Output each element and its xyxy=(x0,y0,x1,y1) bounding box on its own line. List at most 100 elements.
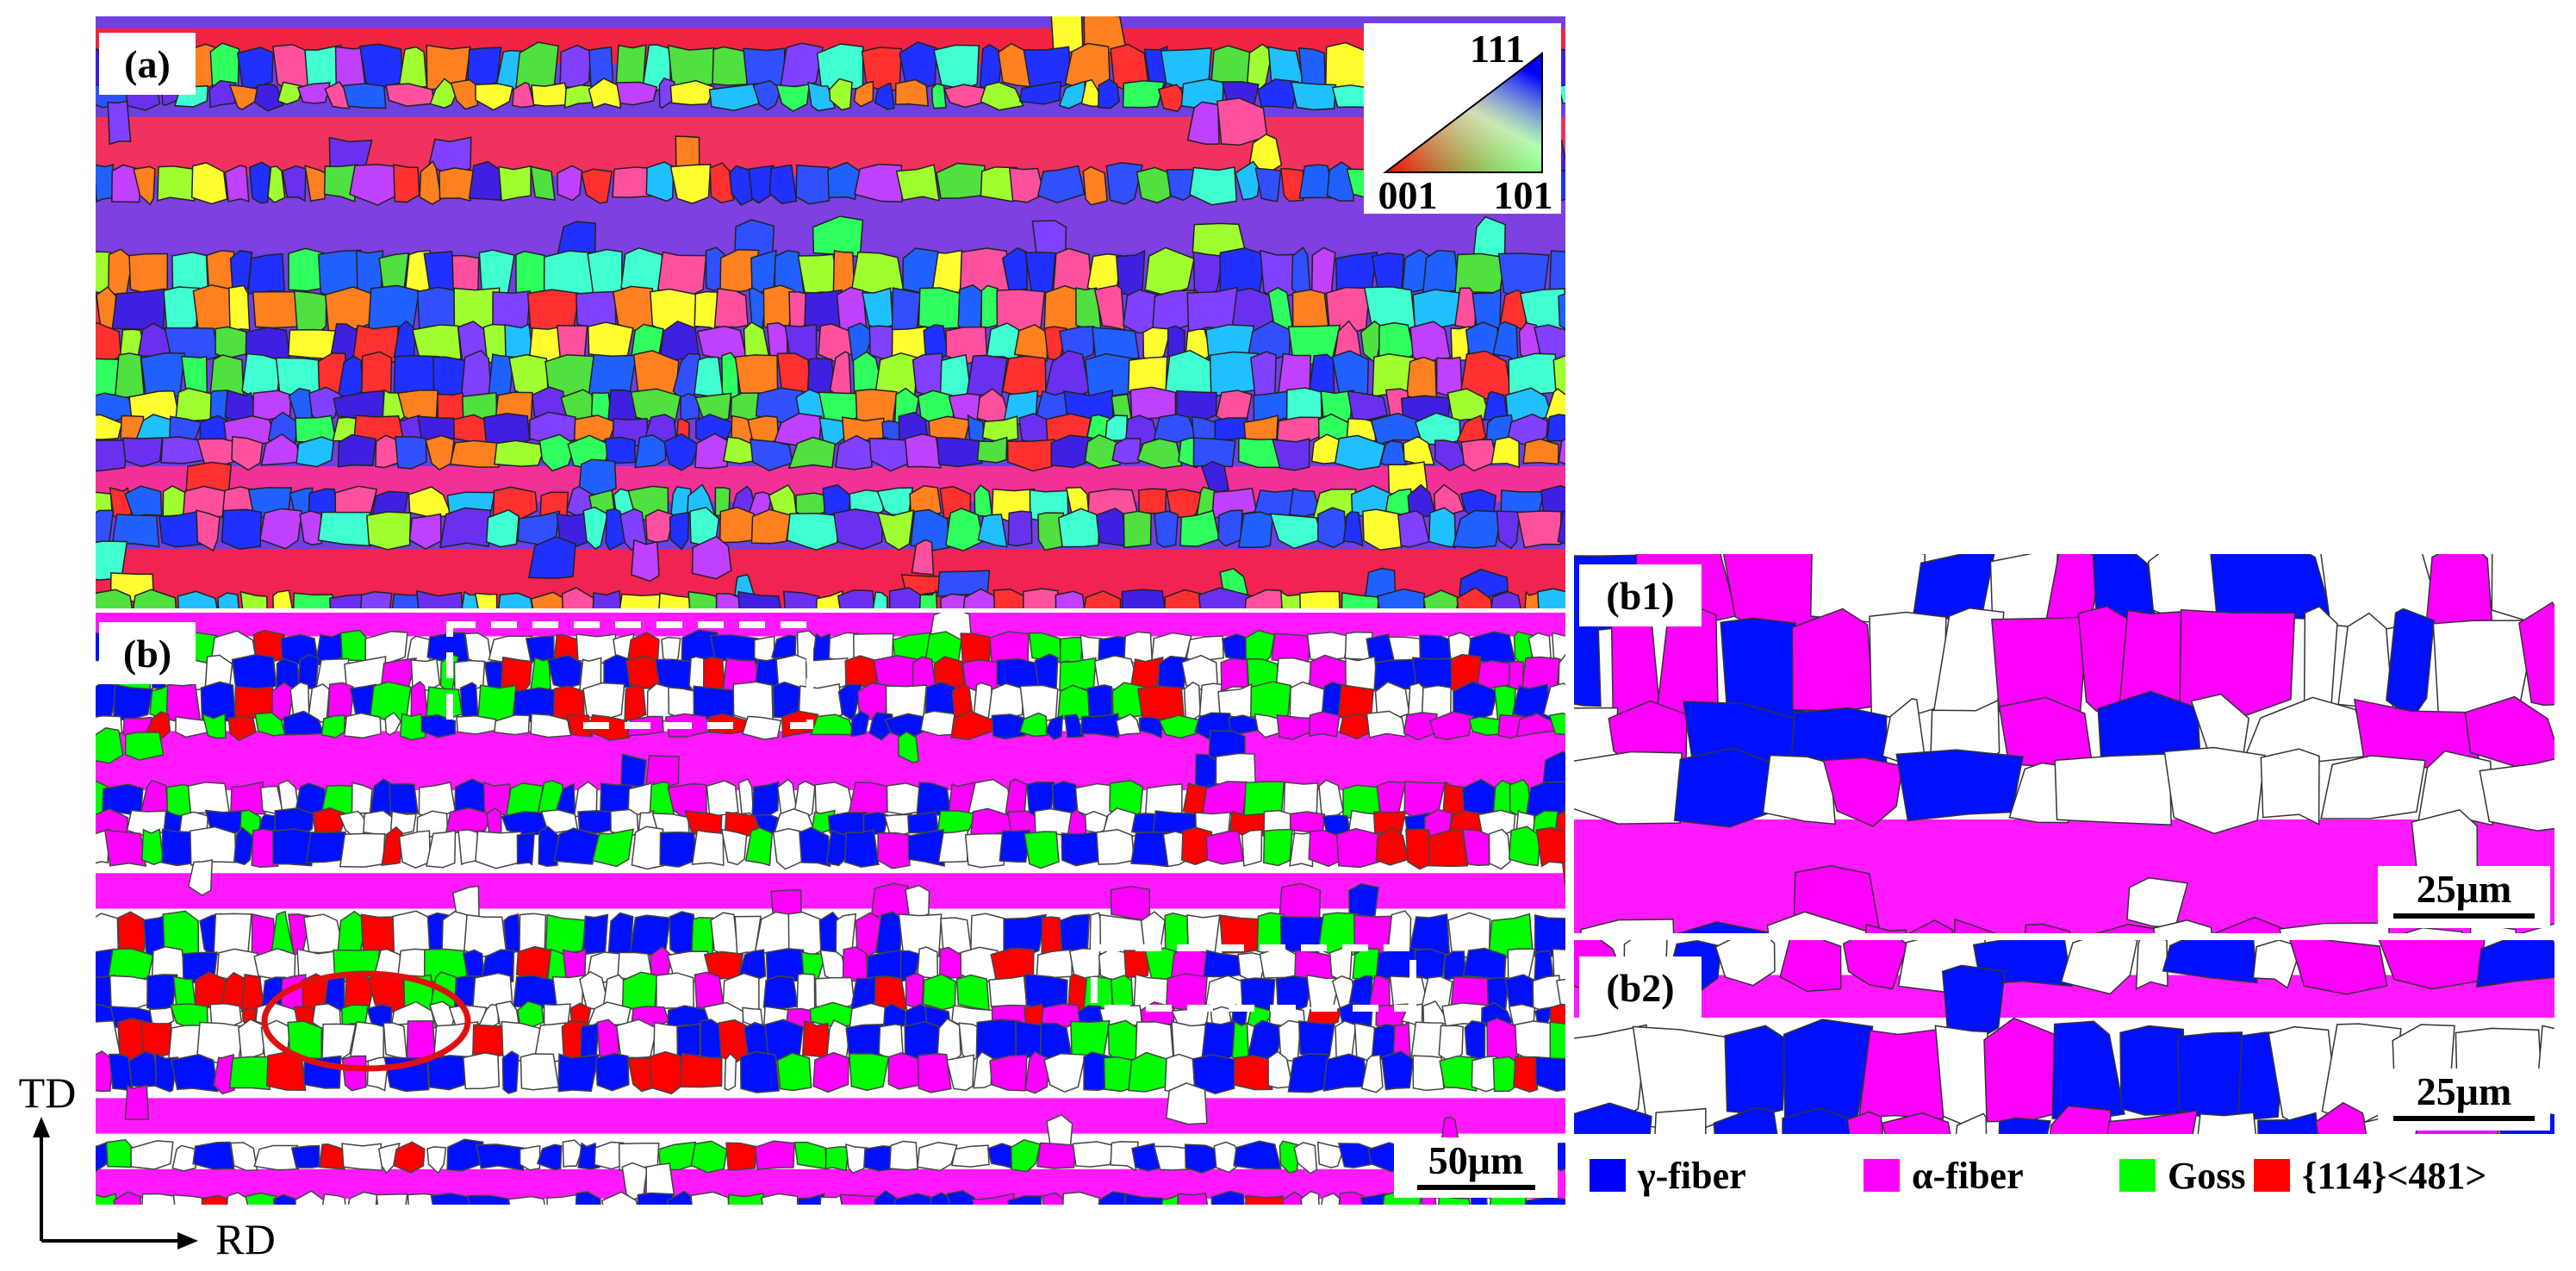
grain xyxy=(752,79,782,111)
grain xyxy=(2176,1031,2243,1122)
grain xyxy=(507,1195,545,1205)
grain xyxy=(1342,511,1364,547)
grain xyxy=(1654,1107,1707,1134)
grain xyxy=(575,1191,601,1205)
grain xyxy=(919,710,956,737)
ipf-triangle-shade xyxy=(1383,51,1543,173)
grain xyxy=(1194,753,1218,792)
grain xyxy=(1013,324,1048,362)
grain xyxy=(1177,1193,1209,1205)
grain xyxy=(877,832,911,869)
grain xyxy=(227,714,257,742)
grain xyxy=(1022,588,1060,608)
grain xyxy=(1272,438,1310,471)
grain xyxy=(1953,918,1998,933)
grain xyxy=(853,80,874,108)
grain xyxy=(939,353,972,398)
grain xyxy=(936,437,983,468)
grain xyxy=(1137,685,1185,720)
grain xyxy=(582,506,608,550)
grain xyxy=(392,1141,426,1174)
grain xyxy=(1110,885,1151,922)
legend-swatch xyxy=(2254,1159,2290,1192)
grain xyxy=(381,826,404,866)
grain xyxy=(2147,554,2219,623)
grain xyxy=(768,164,798,205)
grain xyxy=(945,508,985,551)
grain xyxy=(634,434,667,469)
grain xyxy=(259,508,302,550)
grain xyxy=(365,511,412,551)
grain xyxy=(1534,913,1565,958)
grain xyxy=(114,352,146,400)
grain xyxy=(1111,438,1142,464)
grain xyxy=(1034,653,1059,691)
grain xyxy=(917,1052,952,1093)
grain xyxy=(296,82,331,104)
grain xyxy=(426,1055,469,1091)
grain xyxy=(615,81,658,106)
grain xyxy=(439,167,475,202)
highlight-ellipse xyxy=(261,970,471,1072)
grain xyxy=(679,1052,723,1088)
grain xyxy=(987,682,1025,720)
grain xyxy=(1165,973,1208,1011)
legend: γ-fiber α-fiber Goss {114}<481> xyxy=(1590,1155,2486,1197)
grain xyxy=(849,710,870,737)
grain xyxy=(621,971,658,1012)
grain xyxy=(1462,828,1490,866)
grain xyxy=(637,1192,675,1205)
grain xyxy=(715,593,742,608)
grain xyxy=(525,635,555,663)
grain xyxy=(1095,508,1128,547)
grain xyxy=(1366,710,1407,738)
grain xyxy=(1673,747,1773,828)
axis-label: TD xyxy=(19,1069,77,1117)
grain xyxy=(231,435,264,471)
grain xyxy=(566,714,594,738)
label-box xyxy=(99,33,196,95)
grain xyxy=(1059,657,1097,693)
grain xyxy=(546,1193,579,1205)
grain xyxy=(587,321,634,358)
grain xyxy=(2054,753,2172,826)
grain xyxy=(1379,439,1407,470)
grain xyxy=(96,47,104,89)
grain xyxy=(494,439,547,467)
grain xyxy=(1322,1053,1368,1092)
grain xyxy=(1220,657,1249,693)
grain xyxy=(1057,508,1101,548)
grain xyxy=(1352,947,1380,981)
grain xyxy=(725,1142,757,1171)
grain xyxy=(690,1191,730,1205)
grain xyxy=(288,247,324,292)
grain xyxy=(559,44,592,89)
grain xyxy=(1337,1143,1373,1168)
grain xyxy=(1516,510,1562,549)
grain xyxy=(368,284,420,333)
grain xyxy=(619,593,663,608)
grain xyxy=(1153,1145,1190,1171)
grain xyxy=(399,713,426,741)
grain xyxy=(658,592,695,608)
grain xyxy=(103,829,147,868)
grain xyxy=(321,1193,346,1205)
grain xyxy=(727,1193,764,1205)
grain xyxy=(1362,508,1403,551)
grain xyxy=(170,1054,219,1093)
grain xyxy=(1551,632,1565,662)
grain xyxy=(957,283,983,334)
grain xyxy=(981,415,1019,443)
grain xyxy=(107,100,132,146)
grain xyxy=(762,975,799,1011)
grain xyxy=(171,1144,196,1172)
grain xyxy=(694,433,729,470)
grain xyxy=(1254,167,1282,202)
grain xyxy=(253,1144,300,1171)
texture-map xyxy=(96,613,1565,1205)
grain xyxy=(292,592,335,608)
grain xyxy=(951,1144,990,1168)
grain xyxy=(475,83,514,111)
grain xyxy=(1515,1020,1556,1062)
